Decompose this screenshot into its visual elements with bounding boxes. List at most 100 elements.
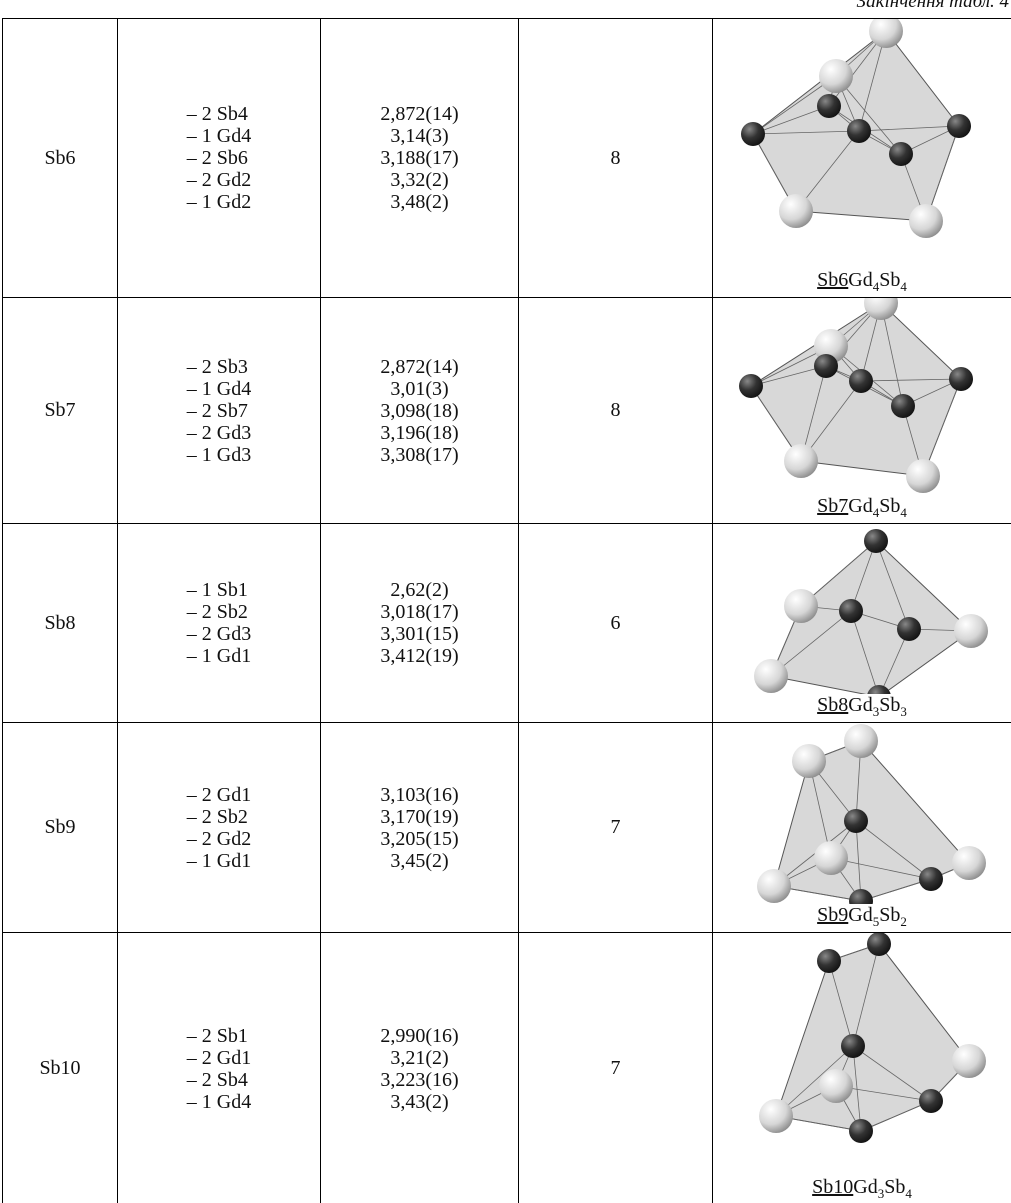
neighbor: – 2 Sb7 — [187, 400, 248, 422]
sb-atom — [909, 204, 943, 238]
formula-atom: Gd — [853, 1176, 877, 1198]
formula-atom: Gd — [848, 904, 872, 926]
atom-cell: Sb8 — [2, 523, 118, 723]
distance: 3,170(19) — [380, 806, 458, 828]
atom: Sb8 — [44, 612, 75, 635]
neighbor: – 1 Gd4 — [187, 1091, 251, 1113]
polyhedron — [713, 933, 1011, 1176]
cn-cell: 7 — [518, 722, 713, 933]
atom: Sb6 — [44, 147, 75, 170]
neighbor: – 1 Sb1 — [187, 579, 248, 601]
atom-cell: Sb7 — [2, 297, 118, 524]
formula: Sb7Gd4Sb4 — [713, 495, 1011, 521]
neighbor: – 2 Sb6 — [187, 147, 248, 169]
formula-center: Sb7 — [817, 495, 848, 517]
sb-atom — [759, 1099, 793, 1133]
neighbors-cell: – 2 Gd1– 2 Sb2– 2 Gd2– 1 Gd1 — [117, 722, 321, 933]
formula-count: 4 — [900, 505, 907, 520]
coordination-number: 8 — [611, 147, 621, 170]
distance: 2,872(14) — [380, 356, 458, 378]
gd-atom — [864, 529, 888, 553]
neighbors-cell: – 2 Sb4– 1 Gd4– 2 Sb6– 2 Gd2– 1 Gd2 — [117, 18, 321, 298]
atom: Sb9 — [44, 816, 75, 839]
polyhedron-cell: Sb10Gd3Sb4 — [712, 932, 1011, 1203]
atom: Sb10 — [39, 1057, 80, 1080]
formula-center: Sb9 — [817, 904, 848, 926]
neighbor: – 1 Gd1 — [187, 850, 251, 872]
neighbor: – 2 Gd1 — [187, 784, 251, 806]
polyhedron — [713, 524, 1011, 694]
sb-atom — [954, 614, 988, 648]
gd-atom — [847, 119, 871, 143]
neighbor: – 2 Sb3 — [187, 356, 248, 378]
gd-atom — [844, 809, 868, 833]
sb-atom — [779, 194, 813, 228]
neighbor: – 2 Sb2 — [187, 601, 248, 623]
sb-atom — [952, 846, 986, 880]
cn-cell: 7 — [518, 932, 713, 1203]
atom-cell: Sb9 — [2, 722, 118, 933]
distance: 3,43(2) — [390, 1091, 448, 1113]
neighbors-cell: – 2 Sb3– 1 Gd4– 2 Sb7– 2 Gd3– 1 Gd3 — [117, 297, 321, 524]
distance: 2,62(2) — [390, 579, 448, 601]
page: Закінчення табл. 4 Sb6– 2 Sb4– 1 Gd4– 2 … — [0, 0, 1011, 1203]
neighbor: – 2 Sb4 — [187, 1069, 248, 1091]
formula-atom: Gd — [848, 495, 872, 517]
atom-cell: Sb10 — [2, 932, 118, 1203]
sb-atom — [792, 744, 826, 778]
formula-atom: Sb — [879, 269, 900, 291]
neighbor: – 2 Sb2 — [187, 806, 248, 828]
neighbors-cell: – 2 Sb1– 2 Gd1– 2 Sb4– 1 Gd4 — [117, 932, 321, 1203]
formula-count: 3 — [900, 704, 907, 719]
distance: 3,205(15) — [380, 828, 458, 850]
gd-atom — [949, 367, 973, 391]
distances-cell: 2,62(2)3,018(17)3,301(15)3,412(19) — [320, 523, 519, 723]
polyhedron — [713, 298, 1011, 495]
gd-atom — [841, 1034, 865, 1058]
gd-atom — [839, 599, 863, 623]
distance: 3,308(17) — [380, 444, 458, 466]
table-caption: Закінчення табл. 4 — [857, 0, 1009, 13]
polyhedron — [713, 19, 1011, 269]
distance: 2,872(14) — [380, 103, 458, 125]
distance-list: 3,103(16)3,170(19)3,205(15)3,45(2) — [380, 784, 458, 872]
distance: 3,45(2) — [390, 850, 448, 872]
distance: 3,48(2) — [390, 191, 448, 213]
formula-atom: Gd — [848, 694, 872, 716]
polyhedron-cell: Sb8Gd3Sb3 — [712, 523, 1011, 723]
neighbor: – 1 Gd2 — [187, 191, 251, 213]
sb-atom — [784, 444, 818, 478]
polyhedron-cell: Sb6Gd4Sb4 — [712, 18, 1011, 298]
neighbor-list: – 2 Sb1– 2 Gd1– 2 Sb4– 1 Gd4 — [187, 1025, 251, 1113]
distances-cell: 3,103(16)3,170(19)3,205(15)3,45(2) — [320, 722, 519, 933]
formula-center: Sb8 — [817, 694, 848, 716]
gd-atom — [739, 374, 763, 398]
neighbor: – 2 Sb1 — [187, 1025, 248, 1047]
sb-atom — [819, 59, 853, 93]
neighbor: – 2 Gd2 — [187, 169, 251, 191]
sb-atom — [754, 659, 788, 693]
distance: 3,098(18) — [380, 400, 458, 422]
cn-cell: 8 — [518, 297, 713, 524]
gd-atom — [889, 142, 913, 166]
neighbor: – 1 Gd3 — [187, 444, 251, 466]
distance: 3,018(17) — [380, 601, 458, 623]
distance-list: 2,990(16)3,21(2)3,223(16)3,43(2) — [380, 1025, 458, 1113]
formula-atom: Sb — [879, 904, 900, 926]
gd-atom — [919, 1089, 943, 1113]
formula-count: 4 — [905, 1186, 912, 1201]
gd-atom — [849, 1119, 873, 1143]
sb-atom — [757, 869, 791, 903]
gd-atom — [919, 867, 943, 891]
neighbor-list: – 2 Gd1– 2 Sb2– 2 Gd2– 1 Gd1 — [187, 784, 251, 872]
gd-atom — [891, 394, 915, 418]
cn-cell: 8 — [518, 18, 713, 298]
neighbors-cell: – 1 Sb1– 2 Sb2– 2 Gd3– 1 Gd1 — [117, 523, 321, 723]
neighbor: – 2 Sb4 — [187, 103, 248, 125]
formula: Sb6Gd4Sb4 — [713, 269, 1011, 295]
neighbor-list: – 2 Sb4– 1 Gd4– 2 Sb6– 2 Gd2– 1 Gd2 — [187, 103, 251, 213]
formula-atom: Sb — [884, 1176, 905, 1198]
gd-atom — [867, 933, 891, 956]
distance: 3,32(2) — [390, 169, 448, 191]
gd-atom — [947, 114, 971, 138]
